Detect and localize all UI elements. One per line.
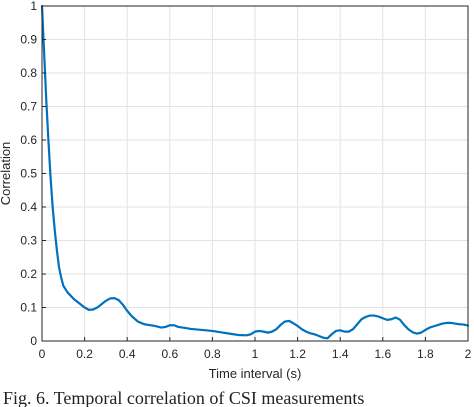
y-tick-label: 0.8 (20, 66, 37, 80)
y-tick-label: 0.1 (20, 301, 37, 315)
y-tick-label: 0.4 (20, 200, 37, 214)
axis-ticks: 0 0.2 0.4 0.6 0.8 1 1.2 1.4 1.6 1.8 2 0 0.1 0.2 0.3 0.4… (20, 0, 471, 361)
y-tick-label: 1 (30, 0, 37, 13)
x-tick-label: 0.8 (204, 347, 221, 361)
y-tick-label: 0.9 (20, 33, 37, 47)
y-tick-label: 0.5 (20, 167, 37, 181)
x-tick-label: 0.2 (76, 347, 93, 361)
correlation-line (40, 4, 470, 340)
y-tick-label: 0.2 (20, 267, 37, 281)
x-axis-label: Time interval (s) (209, 366, 302, 381)
series-layer (40, 4, 470, 340)
x-tick-label: 0.4 (119, 347, 136, 361)
x-tick-label: 0.6 (161, 347, 178, 361)
y-tick-label: 0 (30, 334, 37, 348)
x-tick-label: 1.6 (374, 347, 391, 361)
x-tick-label: 1.4 (332, 347, 349, 361)
x-tick-label: 0 (39, 347, 46, 361)
x-tick-label: 1 (252, 347, 259, 361)
y-axis-label: Correlation (0, 142, 13, 206)
x-tick-label: 1.2 (289, 347, 306, 361)
y-tick-label: 0.3 (20, 234, 37, 248)
y-tick-label: 0.6 (20, 133, 37, 147)
x-tick-label: 2 (465, 347, 472, 361)
figure-caption: Fig. 6. Temporal correlation of CSI meas… (3, 388, 364, 407)
x-tick-label: 1.8 (417, 347, 434, 361)
y-tick-label: 0.7 (20, 100, 37, 114)
